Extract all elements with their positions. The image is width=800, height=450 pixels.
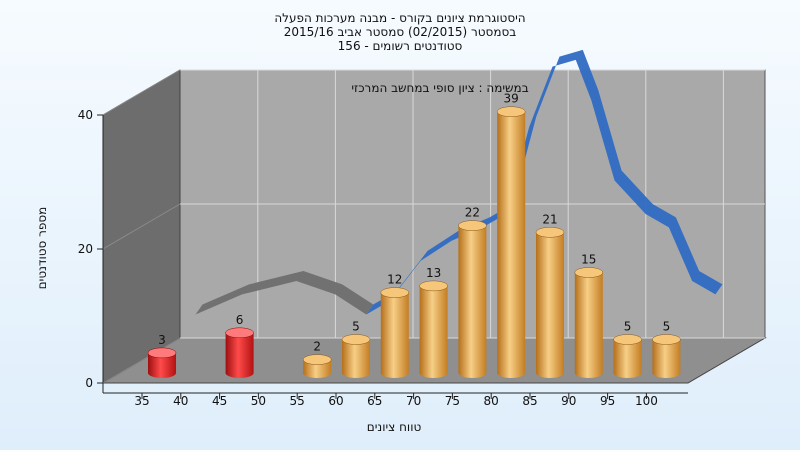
bar: 3 — [147, 333, 177, 378]
gridline-side — [102, 69, 181, 116]
x-tick-label: 95 — [600, 394, 615, 408]
bar-value-label: 5 — [352, 320, 360, 334]
chart-title-line-1: היסטוגרמת ציונים בקורס - מבנה מערכות הפע… — [274, 11, 525, 25]
bar-value-label: 6 — [236, 313, 244, 327]
bar-base — [652, 368, 681, 378]
bar-value-label: 5 — [663, 320, 671, 334]
bar: 21 — [535, 212, 565, 378]
y-tick-label: 20 — [78, 242, 93, 256]
bar-base — [613, 368, 642, 378]
bar-base — [419, 368, 448, 378]
bar-value-label: 15 — [581, 253, 596, 267]
bar-body — [536, 232, 564, 373]
x-tick-label: 90 — [561, 394, 576, 408]
bar-body — [225, 332, 254, 373]
bar-body — [380, 292, 409, 373]
x-tick-label: 40 — [173, 394, 188, 408]
x-tick-label: 75 — [445, 394, 460, 408]
x-tick-label: 80 — [484, 394, 499, 408]
x-tick-label: 50 — [251, 394, 266, 408]
x-tick-label: 45 — [212, 394, 227, 408]
x-tick-label: 85 — [522, 394, 537, 408]
bar-value-label: 3 — [158, 333, 166, 347]
x-tick-label: 55 — [290, 394, 305, 408]
y-tick-label: 40 — [78, 108, 93, 122]
bar-base — [225, 368, 254, 378]
bar: 5 — [652, 320, 681, 378]
bar: 22 — [458, 206, 487, 378]
bar-body — [652, 339, 681, 373]
bar-body — [497, 111, 526, 373]
bar-value-label: 2 — [313, 340, 321, 354]
x-tick-label: 100 — [635, 394, 658, 408]
bar-top — [496, 106, 526, 117]
bar-body — [613, 339, 642, 373]
y-tick-label: 0 — [85, 376, 93, 390]
y-axis-label: מספר סטודנטים — [35, 207, 49, 290]
bar-body — [148, 352, 176, 373]
chart-title-line-3: סטודנטים רשומים - 156 — [338, 39, 463, 53]
bar-top — [419, 280, 448, 292]
bar-base — [148, 368, 176, 378]
bar-base — [497, 368, 526, 378]
x-tick-label: 60 — [328, 394, 343, 408]
bar-value-label: 5 — [624, 320, 632, 334]
bar-value-label: 39 — [504, 92, 519, 106]
distribution-curve — [195, 49, 723, 315]
bar: 15 — [574, 253, 604, 378]
bar-base — [342, 368, 370, 378]
bar-base — [536, 368, 564, 378]
bar-top — [147, 347, 177, 359]
gridline-side — [102, 337, 181, 384]
bar-body — [458, 225, 487, 373]
bar-top — [535, 227, 565, 238]
chart-annotation: במשימה : ציון סופי במחשב המרכזי — [351, 81, 528, 95]
bars: 3 6 2 5 12 13 22 39 21 15 5 5 — [147, 92, 681, 378]
bar: 12 — [380, 273, 410, 378]
bar: 5 — [341, 320, 371, 378]
bar-top — [380, 287, 410, 298]
bar-top — [574, 267, 604, 278]
gridline-side — [102, 203, 181, 250]
bar-value-label: 12 — [387, 273, 402, 287]
bar-top — [613, 334, 642, 345]
bar-value-label: 22 — [465, 206, 480, 220]
bar-value-label: 13 — [426, 266, 441, 280]
bar-base — [574, 368, 603, 378]
bar-top — [652, 334, 681, 345]
bar-top — [458, 220, 487, 231]
x-tick-label: 35 — [134, 394, 149, 408]
bar: 39 — [496, 92, 526, 378]
bar: 5 — [613, 320, 642, 378]
bar-body — [419, 285, 448, 373]
x-tick-label: 65 — [367, 394, 382, 408]
bar-top — [341, 334, 371, 345]
bar-value-label: 21 — [542, 212, 557, 226]
bar-top — [225, 327, 254, 339]
bar-base — [303, 368, 332, 378]
curve-segment-fail — [195, 271, 374, 315]
bar: 6 — [225, 313, 254, 378]
bar-base — [380, 368, 409, 378]
bar: 2 — [302, 340, 332, 378]
x-tick-label: 70 — [406, 394, 421, 408]
bar-base — [458, 368, 487, 378]
bar-top — [302, 354, 332, 365]
bar: 13 — [419, 266, 448, 378]
chart-title-line-2: בסמסטר (02/2015) סמסטר אביב 2015/16 — [284, 25, 516, 39]
bar-body — [342, 339, 370, 373]
x-axis-label: טווח ציונים — [367, 420, 422, 434]
bar-body — [574, 272, 603, 373]
